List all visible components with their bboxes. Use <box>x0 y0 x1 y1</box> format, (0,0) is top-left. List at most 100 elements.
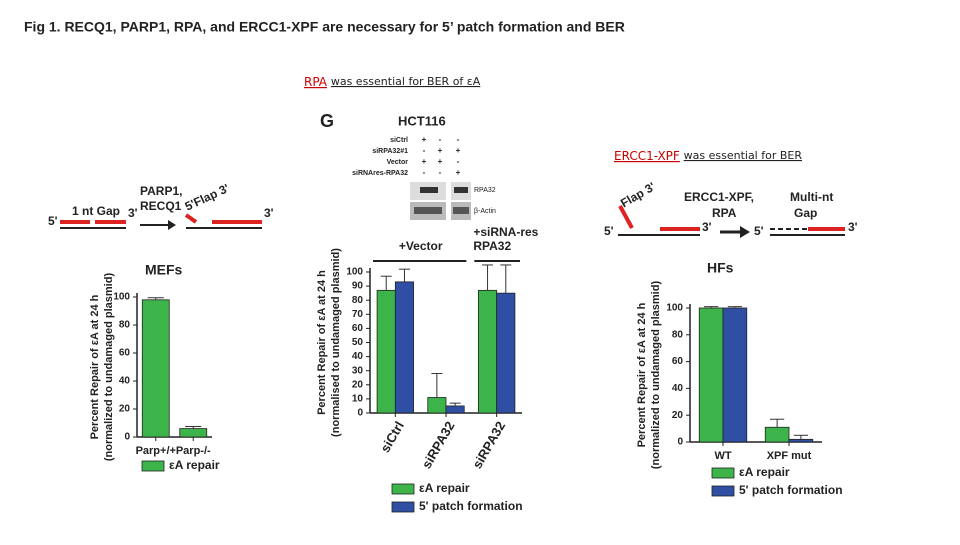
condition-mark: + <box>456 168 461 177</box>
panel-label: G <box>320 111 334 131</box>
caption-text: was essential for BER of εA <box>331 75 481 88</box>
condition-mark: + <box>456 146 461 155</box>
x-tick-label: Parp+/+ <box>136 445 176 457</box>
condition-mark: + <box>438 146 443 155</box>
y-tick-label: 100 <box>113 292 130 303</box>
flap-label: 5'Flap 3' <box>183 181 232 214</box>
condition-mark: - <box>439 168 442 177</box>
legend-swatch <box>711 485 735 497</box>
legend-label: εA repair <box>739 465 790 479</box>
protein: RECQ1 <box>140 199 182 213</box>
caption-text: was essential for BER <box>684 149 803 162</box>
slide-title: Fig 1. RECQ1, PARP1, RPA, and ERCC1-XPF … <box>24 19 625 35</box>
bar <box>427 397 447 414</box>
y-tick-label: 90 <box>352 281 364 292</box>
condition-label: siCtrl <box>390 137 408 144</box>
y-tick-label: 0 <box>677 437 683 448</box>
y-tick-label: 60 <box>352 323 364 334</box>
y-tick-label: 0 <box>124 432 130 443</box>
y-tick-label: 100 <box>666 303 683 314</box>
gap-label: Multi-nt <box>790 190 833 204</box>
blot-band <box>454 187 468 193</box>
condition-mark: + <box>438 157 443 166</box>
group-label: +Vector <box>399 239 443 253</box>
arrow <box>168 220 176 230</box>
x-tick-label: Parp-/- <box>176 445 211 457</box>
legend-swatch <box>711 467 735 479</box>
y-tick-label: 100 <box>346 267 363 278</box>
x-tick-label: siRPA32 <box>419 419 458 471</box>
condition-mark: - <box>439 135 442 144</box>
gap-label: Gap <box>794 206 817 220</box>
y-tick-label: 30 <box>352 365 364 376</box>
y-axis-label: Percent Repair of εA at 24 h <box>636 302 648 447</box>
dna <box>618 205 634 229</box>
protein: RPA <box>712 206 737 220</box>
cell-line: HCT116 <box>398 113 446 128</box>
legend-swatch <box>391 501 415 513</box>
flap-label: Flap 3' <box>618 179 658 210</box>
legend-swatch <box>391 483 415 495</box>
group-label: +siRNA-res RPA32 <box>473 225 538 253</box>
bar <box>496 292 516 414</box>
right-diagram: 5' Flap 3' ERCC1-XPF, RPA Multi-nt Gap 3… <box>604 179 858 238</box>
legend-label: 5' patch formation <box>419 499 523 513</box>
blot-band <box>420 187 438 193</box>
y-tick-label: 80 <box>672 329 684 340</box>
end-label: 5' <box>48 214 58 228</box>
legend-label: εA repair <box>419 481 470 495</box>
protein: ERCC1-XPF, <box>684 190 754 204</box>
legend-label: 5' patch formation <box>739 483 843 497</box>
left-diagram: PARP1, RECQ1 1 nt Gap 5' 3' 5'Flap 3' 3' <box>48 181 274 230</box>
caption: ERCC1-XPF was essential for BER <box>614 149 802 163</box>
y-tick-label: 20 <box>119 404 131 415</box>
condition-label: siRPA32#1 <box>372 148 408 155</box>
bar <box>764 426 790 443</box>
arrow <box>740 226 750 238</box>
x-tick-label: siRPA32 <box>469 419 508 471</box>
bar <box>722 307 748 443</box>
y-tick-label: 70 <box>352 309 364 320</box>
blot: G HCT116 RPA32 β-Actin <box>320 111 496 220</box>
caption-highlight: ERCC1-XPF <box>614 149 680 163</box>
y-tick-label: 10 <box>352 394 364 405</box>
y-tick-label: 60 <box>119 348 131 359</box>
y-axis-label: Percent Repair of εA at 24 h <box>316 270 328 415</box>
end-label: 3' <box>848 220 858 234</box>
condition-mark: - <box>457 135 460 144</box>
condition-label: Vector <box>387 159 409 166</box>
caption-highlight: RPA <box>304 75 328 89</box>
condition-label: siRNAres-RPA32 <box>352 170 408 177</box>
y-tick-label: 20 <box>352 379 364 390</box>
bar <box>788 438 814 443</box>
end-label: 5' <box>754 224 764 238</box>
blot-band <box>453 207 469 214</box>
condition-mark: + <box>422 135 427 144</box>
blot-band <box>414 207 442 214</box>
end-label: 3' <box>702 220 712 234</box>
end-label: 5' <box>604 224 614 238</box>
end-label: 3' <box>264 206 274 220</box>
condition-mark: - <box>457 157 460 166</box>
caption: RPA was essential for BER of εA <box>304 75 481 89</box>
y-tick-label: 80 <box>352 295 364 306</box>
legend-swatch <box>141 460 165 472</box>
x-tick-label: XPF mut <box>767 450 812 462</box>
y-tick-label: 20 <box>672 410 684 421</box>
bar <box>478 289 498 414</box>
y-axis-label: (normalized to undamaged plasmid) <box>103 273 115 462</box>
bar <box>376 289 396 414</box>
y-tick-label: 40 <box>672 383 684 394</box>
y-tick-label: 50 <box>352 337 364 348</box>
x-tick-label: siCtrl <box>377 419 407 455</box>
legend-label: εA repair <box>169 458 220 472</box>
y-tick-label: 60 <box>672 356 684 367</box>
y-axis-label: Percent Repair of εA at 24 h <box>89 294 101 439</box>
y-tick-label: 40 <box>119 376 131 387</box>
bar <box>698 307 724 443</box>
y-axis-label: (normalised to undamaged plasmid) <box>330 248 342 437</box>
chart-title: MEFs <box>145 262 183 278</box>
group-label-line: +siRNA-res <box>473 225 538 239</box>
